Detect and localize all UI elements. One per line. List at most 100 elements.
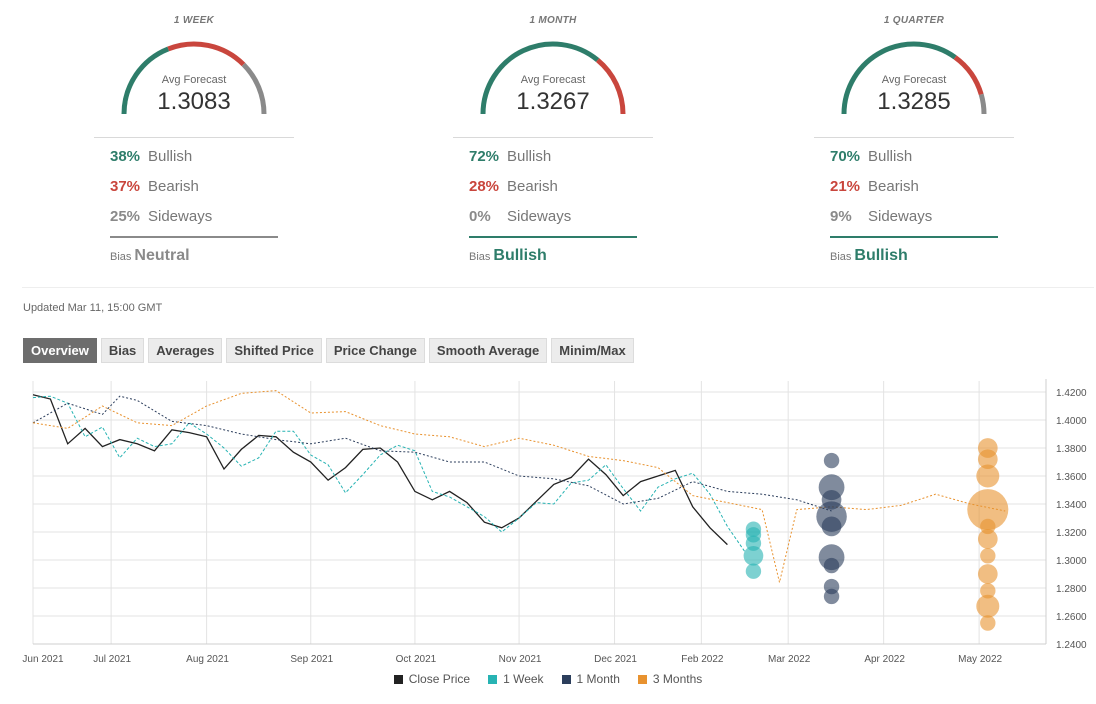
gauge-arc-bearish bbox=[953, 55, 984, 96]
tab-shifted-price[interactable]: Shifted Price bbox=[226, 338, 322, 363]
forecast-bubble-3-months[interactable] bbox=[976, 464, 1000, 488]
panel-divider bbox=[453, 137, 653, 138]
legend-label: 3 Months bbox=[652, 672, 703, 686]
y-tick-label: 1.4200 bbox=[1056, 388, 1087, 399]
tab-bias[interactable]: Bias bbox=[100, 338, 145, 363]
forecast-bubble-3-months[interactable] bbox=[977, 564, 998, 584]
gauge-arc-bullish bbox=[480, 41, 600, 115]
bullish-percent: 72% bbox=[469, 148, 500, 165]
forecast-bubble-3-months[interactable] bbox=[977, 529, 998, 549]
sentiment-gauge bbox=[121, 41, 267, 115]
forecast-bubble-1-month[interactable] bbox=[823, 588, 840, 605]
series-line-1-week bbox=[32, 395, 746, 552]
bullish-label: Bullish bbox=[148, 148, 193, 165]
forecast-bubble-1-month[interactable] bbox=[821, 516, 842, 537]
avg-forecast-value: 1.3083 bbox=[157, 88, 231, 115]
forecast-bubble-3-months[interactable] bbox=[980, 615, 996, 631]
sideways-label: Sideways bbox=[507, 208, 572, 225]
avg-forecast-value: 1.3285 bbox=[877, 88, 951, 115]
sideways-stat: 9% Sideways bbox=[830, 208, 932, 225]
bearish-stat: 21% Bearish bbox=[830, 178, 919, 195]
sideways-stat: 25% Sideways bbox=[110, 208, 212, 225]
legend-1-week[interactable]: 1 Week bbox=[488, 672, 544, 686]
legend-label: 1 Week bbox=[503, 672, 544, 686]
forecast-bubble-3-months[interactable] bbox=[967, 489, 1009, 531]
legend-swatch bbox=[393, 674, 403, 684]
panel-divider bbox=[94, 137, 294, 138]
panel-title: 1 MONTH bbox=[529, 15, 577, 26]
bullish-percent: 70% bbox=[830, 148, 861, 165]
bearish-percent: 28% bbox=[469, 178, 500, 195]
y-tick-label: 1.3800 bbox=[1056, 444, 1087, 455]
sentiment-gauge bbox=[480, 41, 626, 115]
gauge-arc-bearish bbox=[167, 41, 246, 67]
tab-minim-max[interactable]: Minim/Max bbox=[551, 338, 634, 363]
gauge-arc-bearish bbox=[595, 58, 626, 115]
y-tick-label: 1.2600 bbox=[1056, 612, 1087, 623]
panel-divider bbox=[814, 137, 1014, 138]
gauge-arc-bullish bbox=[121, 46, 170, 115]
x-tick-label: Mar 2022 bbox=[768, 654, 811, 665]
legend-swatch bbox=[637, 674, 647, 684]
legend-swatch bbox=[488, 674, 498, 684]
updated-timestamp: Updated Mar 11, 15:00 GMT bbox=[23, 302, 163, 314]
bias-label: Bias bbox=[110, 251, 132, 263]
bearish-label: Bearish bbox=[507, 178, 558, 195]
tab-price-change[interactable]: Price Change bbox=[325, 338, 425, 363]
bias-label: Bias bbox=[469, 251, 491, 263]
forecast-bubble-3-months[interactable] bbox=[977, 449, 998, 470]
bias-line bbox=[830, 236, 998, 238]
chart-legend: Close Price 1 Week 1 Month 3 Months bbox=[0, 672, 1096, 686]
x-tick-label: Aug 2021 bbox=[186, 654, 229, 665]
y-tick-label: 1.3400 bbox=[1056, 500, 1087, 511]
x-tick-label: May 2022 bbox=[958, 654, 1002, 665]
tab-overview[interactable]: Overview bbox=[23, 338, 97, 363]
legend-close-price[interactable]: Close Price bbox=[393, 672, 471, 686]
bearish-stat: 37% Bearish bbox=[110, 178, 199, 195]
avg-forecast-label: Avg Forecast bbox=[881, 74, 947, 86]
forecast-bubble-1-week[interactable] bbox=[743, 545, 764, 566]
forecast-bubble-3-months[interactable] bbox=[976, 594, 1000, 618]
sideways-percent: 25% bbox=[110, 208, 141, 225]
tab-smooth-average[interactable]: Smooth Average bbox=[428, 338, 548, 363]
gauge-arc-bullish bbox=[841, 41, 957, 115]
legend-label: Close Price bbox=[408, 672, 471, 686]
sideways-stat: 0% Sideways bbox=[469, 208, 571, 225]
sideways-label: Sideways bbox=[868, 208, 933, 225]
series-line-close-price bbox=[32, 394, 728, 546]
y-tick-label: 1.2800 bbox=[1056, 584, 1087, 595]
legend-label: 1 Month bbox=[576, 672, 620, 686]
forecast-bubble-1-month[interactable] bbox=[823, 557, 840, 574]
bearish-stat: 28% Bearish bbox=[469, 178, 558, 195]
series-line-1-month bbox=[32, 395, 832, 512]
gauge-arc-sideways bbox=[241, 62, 267, 115]
forecast-bubble-1-month[interactable] bbox=[823, 452, 840, 469]
bias-line bbox=[110, 236, 278, 238]
tab-averages[interactable]: Averages bbox=[148, 338, 223, 363]
y-tick-label: 1.3200 bbox=[1056, 528, 1087, 539]
legend-1-month[interactable]: 1 Month bbox=[561, 672, 620, 686]
bias-line bbox=[469, 236, 637, 238]
panel-title: 1 WEEK bbox=[173, 15, 215, 26]
sideways-percent: 0% bbox=[469, 208, 491, 225]
forecast-bubble-1-week[interactable] bbox=[745, 563, 762, 579]
x-tick-label: Dec 2021 bbox=[594, 654, 637, 665]
legend-3-months[interactable]: 3 Months bbox=[637, 672, 703, 686]
avg-forecast-label: Avg Forecast bbox=[161, 74, 227, 86]
x-tick-label: Oct 2021 bbox=[396, 654, 437, 665]
gauge-arc-sideways bbox=[978, 93, 987, 115]
bias-value: Bullish bbox=[493, 247, 547, 264]
x-tick-label: Feb 2022 bbox=[681, 654, 724, 665]
forecast-chart: 1.4200 1.4000 1.3800 1.3600 1.3400 1.3200 1.30… bbox=[22, 379, 1087, 665]
bias-label: Bias bbox=[830, 251, 852, 263]
bullish-stat: 70% Bullish bbox=[830, 148, 912, 165]
bullish-stat: 72% Bullish bbox=[469, 148, 551, 165]
bullish-percent: 38% bbox=[110, 148, 141, 165]
x-tick-label: Nov 2021 bbox=[499, 654, 542, 665]
bias-value: Bullish bbox=[854, 247, 908, 264]
forecast-bubble-3-months[interactable] bbox=[980, 583, 996, 599]
bearish-label: Bearish bbox=[148, 178, 199, 195]
forecast-bubble-3-months[interactable] bbox=[980, 548, 996, 564]
bias: Bias Bullish bbox=[469, 247, 547, 265]
legend-swatch bbox=[561, 674, 571, 684]
